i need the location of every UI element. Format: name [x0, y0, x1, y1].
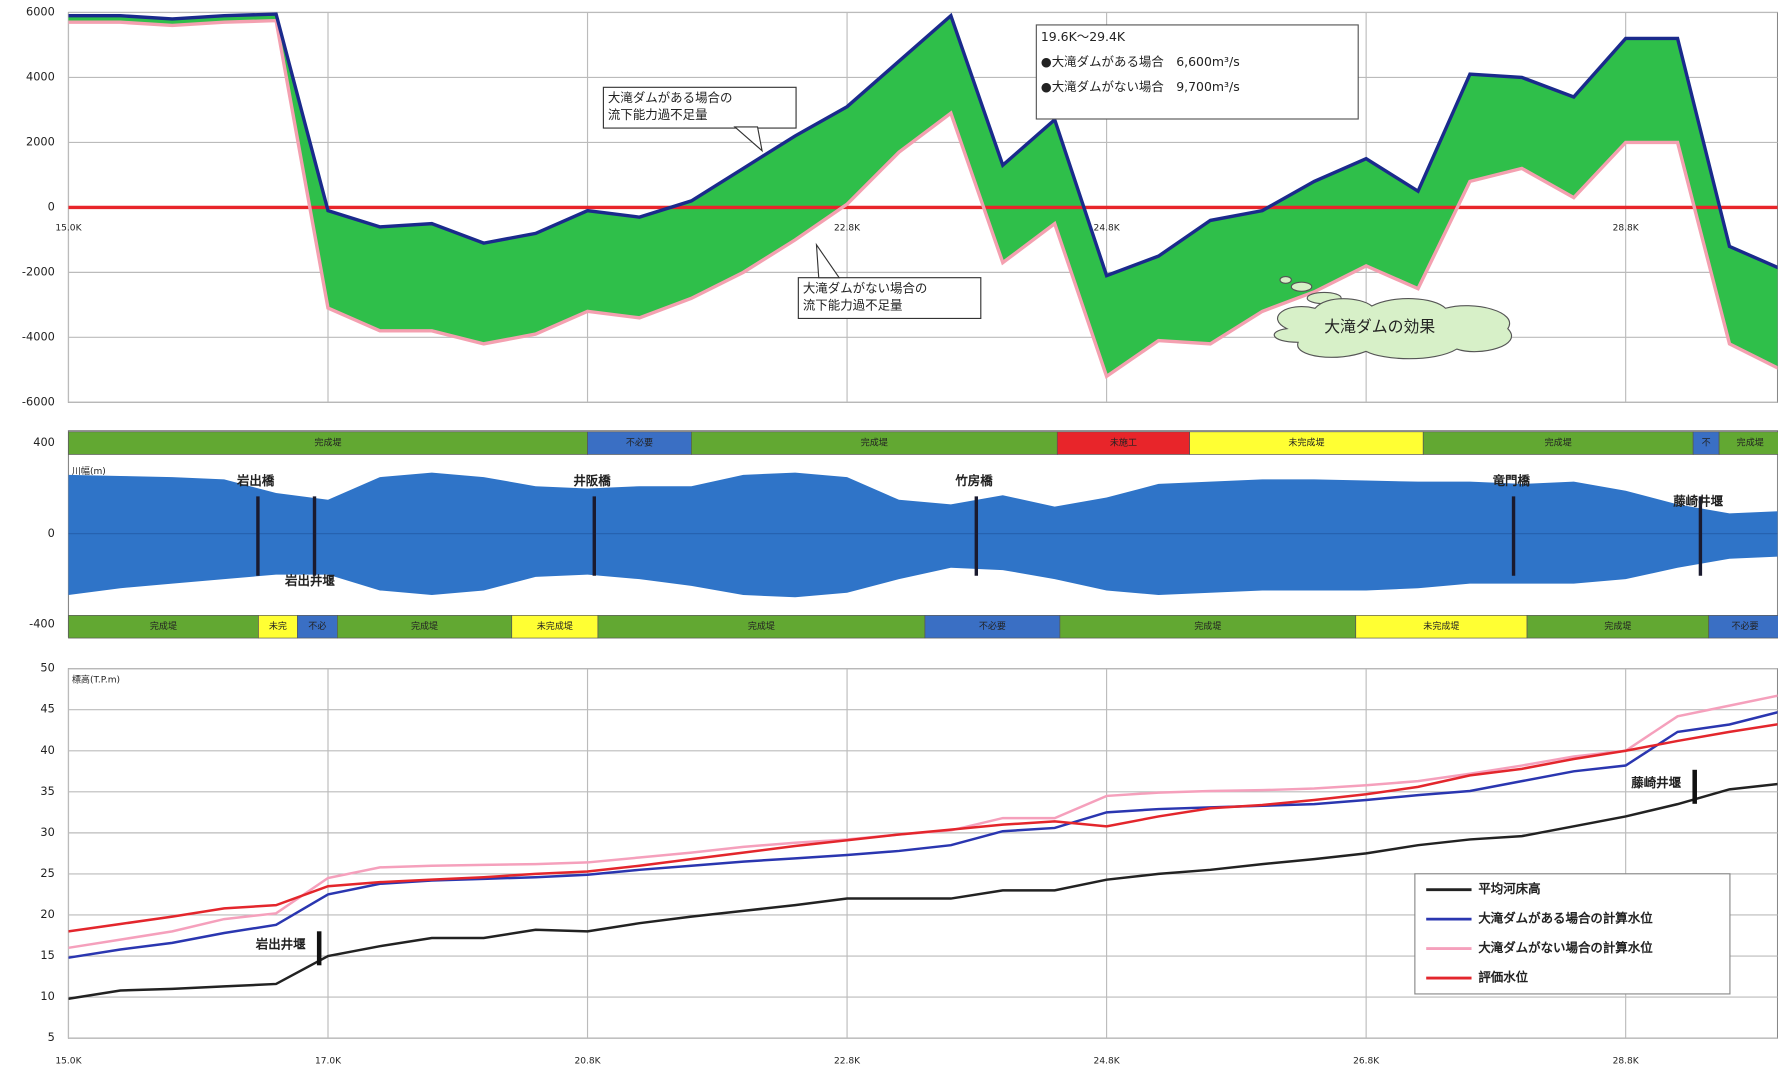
levee-label: 完成堤: [748, 620, 775, 632]
levee-label: 完成堤: [1545, 437, 1572, 449]
levee-label: 未完成堤: [537, 620, 573, 632]
info-text: ●大滝ダムがある場合 6,600m³/s: [1041, 54, 1240, 69]
x-tick-label: 17.0K: [315, 1056, 342, 1066]
y-axis-label: 標高(T.P.m): [72, 674, 120, 686]
y-tick-label: 5: [48, 1030, 55, 1044]
legend-label: 評価水位: [1478, 970, 1528, 985]
callout-box: [602, 86, 797, 129]
callout-text: 大滝ダムがある場合の: [608, 90, 733, 105]
y-tick-label: 25: [40, 866, 54, 880]
x-tick-label: 20.8K: [574, 1056, 601, 1066]
levee-label: 未施工: [1110, 437, 1137, 449]
levee-label: 未完成堤: [1288, 437, 1324, 449]
callout-text: 流下能力過不足量: [803, 298, 903, 313]
callout-text: 大滝ダムがない場合の: [803, 281, 928, 296]
info-text: ●大滝ダムがない場合 9,700m³/s: [1041, 79, 1240, 94]
legend-box: [1414, 873, 1731, 995]
cloud-text: 大滝ダムの効果: [1324, 317, 1435, 336]
structure-label: 岩出橋: [236, 473, 275, 488]
cloud-dot: [1290, 281, 1313, 292]
y-tick-label: 20: [40, 907, 54, 921]
series-line: [68, 711, 1778, 959]
structure-label: 岩出井堰: [284, 573, 335, 588]
callout-pointer: [815, 242, 841, 279]
levee-label: 不: [1702, 438, 1711, 449]
river-width: [68, 472, 1778, 598]
legend-label: 大滝ダムがある場合の計算水位: [1478, 911, 1653, 926]
x-tick-label: 28.8K: [1613, 223, 1640, 233]
structure-label: 井阪橋: [573, 473, 611, 488]
y-tick-label: 0: [48, 199, 55, 213]
x-tick-label: 24.8K: [1094, 1056, 1121, 1066]
levee-label: 未完: [269, 620, 287, 632]
levee-label: 完成堤: [150, 620, 177, 632]
x-tick-label: 24.8K: [1094, 223, 1121, 233]
structure-label: 竹房橋: [954, 473, 993, 488]
y-tick-label: -6000: [22, 394, 55, 408]
levee-label: 完成堤: [411, 620, 438, 632]
y-tick-label: 50: [40, 661, 54, 675]
y-tick-label: -400: [29, 616, 55, 630]
x-tick-label: 22.8K: [834, 1056, 861, 1066]
y-tick-label: 45: [40, 702, 54, 716]
levee-label: 完成堤: [1604, 620, 1631, 632]
x-tick-label: 22.8K: [834, 223, 861, 233]
callout-pointer: [733, 126, 763, 153]
levee-label: 完成堤: [314, 437, 341, 449]
info-text: 19.6K～29.4K: [1041, 29, 1126, 44]
series-line: [68, 18, 1778, 380]
legend-label: 大滝ダムがない場合の計算水位: [1478, 940, 1653, 955]
levee-label: 未完成堤: [1423, 620, 1459, 632]
levee-segment: [1718, 431, 1778, 455]
levee-label: 不必要: [1731, 620, 1758, 632]
cloud-dot: [1279, 275, 1292, 284]
info-box: [1035, 24, 1359, 120]
callout-text: 流下能力過不足量: [608, 107, 708, 122]
levee-label: 不必要: [979, 620, 1006, 632]
x-tick-label: 28.8K: [1613, 1056, 1640, 1066]
y-tick-label: 0: [48, 526, 55, 540]
levee-label: 不必: [308, 620, 326, 632]
structure-label: 竜門橋: [1493, 473, 1531, 488]
x-tick-label: 26.8K: [1353, 1056, 1380, 1066]
series-line: [68, 782, 1778, 1000]
y-tick-label: 2000: [26, 134, 55, 148]
series-line: [68, 723, 1778, 933]
levee-label: 不必要: [626, 437, 653, 449]
series-line: [68, 12, 1778, 278]
y-tick-label: -2000: [22, 264, 55, 278]
x-tick-label: 15.0K: [55, 223, 82, 233]
levee-segment: [1708, 615, 1778, 639]
legend-label: 平均河床高: [1478, 881, 1540, 896]
y-axis-label: 川幅(m): [72, 465, 106, 477]
weir-label: 藤崎井堰: [1630, 775, 1681, 790]
y-tick-label: 6000: [26, 4, 55, 18]
y-tick-label: 10: [40, 989, 54, 1003]
levee-label: 完成堤: [1737, 437, 1764, 449]
x-tick-label: 15.0K: [55, 1056, 82, 1066]
y-tick-label: 30: [40, 825, 54, 839]
callout-box: [797, 277, 982, 320]
levee-label: 完成堤: [861, 437, 888, 449]
y-tick-label: 35: [40, 784, 54, 798]
y-tick-label: 400: [33, 435, 55, 449]
structure-label: 藤崎井堰: [1672, 494, 1723, 509]
cloud: [1273, 298, 1512, 360]
y-tick-label: -4000: [22, 329, 55, 343]
levee-label: 完成堤: [1194, 620, 1221, 632]
y-tick-label: 15: [40, 948, 54, 962]
shortfall-fill: [68, 14, 1778, 377]
y-tick-label: 4000: [26, 69, 55, 83]
weir-label: 岩出井堰: [255, 936, 306, 951]
y-tick-label: 40: [40, 743, 54, 757]
